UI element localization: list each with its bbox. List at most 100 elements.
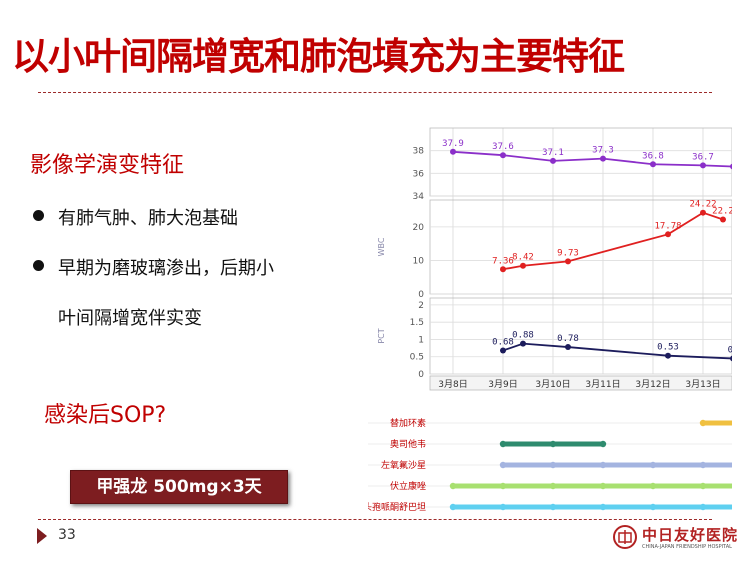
bullet-dot-1 [33, 210, 44, 221]
med-dose-point [499, 503, 507, 511]
temperature-tick-label: 34 [413, 192, 425, 202]
med-dose-point [699, 482, 707, 490]
date-label-4: 3月12日 [635, 379, 670, 390]
temperature-point [450, 148, 456, 155]
temperature-point [550, 157, 556, 164]
date-label-1: 3月9日 [488, 379, 517, 390]
pct-point [520, 340, 526, 347]
pct-tick-label: 1 [418, 335, 424, 345]
med-dose-point [649, 482, 657, 490]
med-dose-point [649, 503, 657, 511]
med-dose-point [699, 419, 707, 427]
wbc-point [565, 258, 571, 265]
temperature-point [700, 162, 706, 169]
wbc-tick-label: 20 [413, 223, 425, 233]
med-dose-point [449, 503, 457, 511]
chart-background [368, 118, 732, 518]
title-divider [38, 92, 712, 93]
med-dose-point [499, 461, 507, 469]
date-label-5: 3月13日 [685, 379, 720, 390]
wbc-data-label: 22.2 [712, 206, 732, 216]
temperature-point [730, 163, 732, 170]
temperature-data-label: 36.8 [642, 151, 664, 161]
med-name-label: 左氧氟沙星 [381, 459, 426, 471]
med-dose-point [499, 440, 507, 448]
pct-point [565, 344, 571, 351]
pct-axis-label: PCT [377, 328, 386, 343]
temperature-data-label: 36.7 [692, 152, 714, 162]
temperature-tick-label: 38 [413, 147, 425, 157]
bullet-dot-2 [33, 260, 44, 271]
bullet-text-1: 有肺气肿、肺大泡基础 [58, 208, 238, 229]
med-name-label: 替加环素 [390, 417, 426, 429]
wbc-point [665, 231, 671, 238]
wbc-data-label: 24.22 [689, 200, 716, 210]
wbc-axis-label: WBC [377, 237, 386, 256]
wbc-point [500, 266, 506, 273]
med-dose-point [549, 482, 557, 490]
med-dose-point [699, 461, 707, 469]
page-number: 33 [58, 527, 76, 543]
med-dose-point [549, 461, 557, 469]
bullet-text-2: 早期为磨玻璃渗出，后期小 [58, 258, 274, 279]
page-marker-icon [37, 528, 47, 544]
date-axis-bar [429, 375, 732, 391]
med-name-label: 伏立康唑 [390, 480, 426, 492]
pct-data-label: 0.68 [492, 338, 514, 348]
temperature-data-label: 37.9 [442, 139, 464, 149]
sop-question: 感染后SOP? [44, 403, 167, 428]
temperature-point [500, 152, 506, 159]
wbc-point [700, 209, 706, 216]
med-dose-point [599, 482, 607, 490]
med-dose-point [499, 482, 507, 490]
wbc-data-label: 8.42 [512, 253, 534, 263]
hospital-emblem-icon [613, 525, 637, 549]
med-dose-point [699, 503, 707, 511]
pct-data-label: 0.88 [512, 331, 534, 341]
pct-data-label: 0.78 [557, 334, 579, 344]
hospital-logo: 中日友好医院 CHINA-JAPAN FRIENDSHIP HOSPITAL [612, 522, 737, 558]
logo-text-en: CHINA-JAPAN FRIENDSHIP HOSPITAL [642, 544, 732, 550]
med-name-label: 奥司他韦 [390, 438, 426, 450]
med-dose-point [449, 482, 457, 490]
med-dose-point [599, 440, 607, 448]
pct-data-label: 0. [728, 345, 732, 355]
med-dose-point [649, 461, 657, 469]
pct-tick-label: 0 [418, 370, 424, 380]
wbc-data-label: 7.36 [492, 256, 514, 266]
pct-tick-label: 2 [418, 301, 424, 311]
date-label-3: 3月11日 [585, 379, 620, 390]
temperature-tick-label: 36 [413, 169, 425, 179]
wbc-data-label: 9.73 [557, 248, 579, 258]
pct-point [730, 355, 732, 362]
med-dose-point [549, 503, 557, 511]
med-dose-point [599, 461, 607, 469]
med-dose-point [549, 440, 557, 448]
temperature-data-label: 37.3 [592, 146, 614, 156]
med-dose-point [599, 503, 607, 511]
wbc-data-label: 17.78 [654, 221, 681, 231]
pct-point [665, 352, 671, 359]
temperature-data-label: 37.1 [542, 148, 564, 158]
pct-tick-label: 0.5 [410, 353, 424, 363]
drug-dosage-button[interactable]: 甲强龙 500mg×3天 [70, 470, 288, 504]
wbc-point [720, 216, 726, 223]
slide-title: 以小叶间隔增宽和肺泡填充为主要特征 [12, 35, 625, 78]
temperature-point [650, 161, 656, 168]
date-label-0: 3月8日 [438, 379, 467, 390]
temperature-point [600, 155, 606, 162]
section-subtitle: 影像学演变特征 [30, 153, 185, 178]
footer-divider [38, 519, 712, 520]
med-name-label: 头孢哌酮舒巴坦 [368, 501, 426, 513]
pct-tick-label: 1.5 [410, 318, 424, 328]
wbc-series-line [502, 211, 724, 271]
pct-point [500, 347, 506, 354]
date-label-2: 3月10日 [535, 379, 570, 390]
pct-data-label: 0.53 [657, 343, 679, 353]
wbc-tick-label: 0 [418, 290, 424, 300]
wbc-point [520, 262, 526, 269]
wbc-tick-label: 10 [413, 256, 425, 266]
temperature-data-label: 37.6 [492, 142, 514, 152]
bullet-text-3: 叶间隔增宽伴实变 [58, 308, 202, 329]
